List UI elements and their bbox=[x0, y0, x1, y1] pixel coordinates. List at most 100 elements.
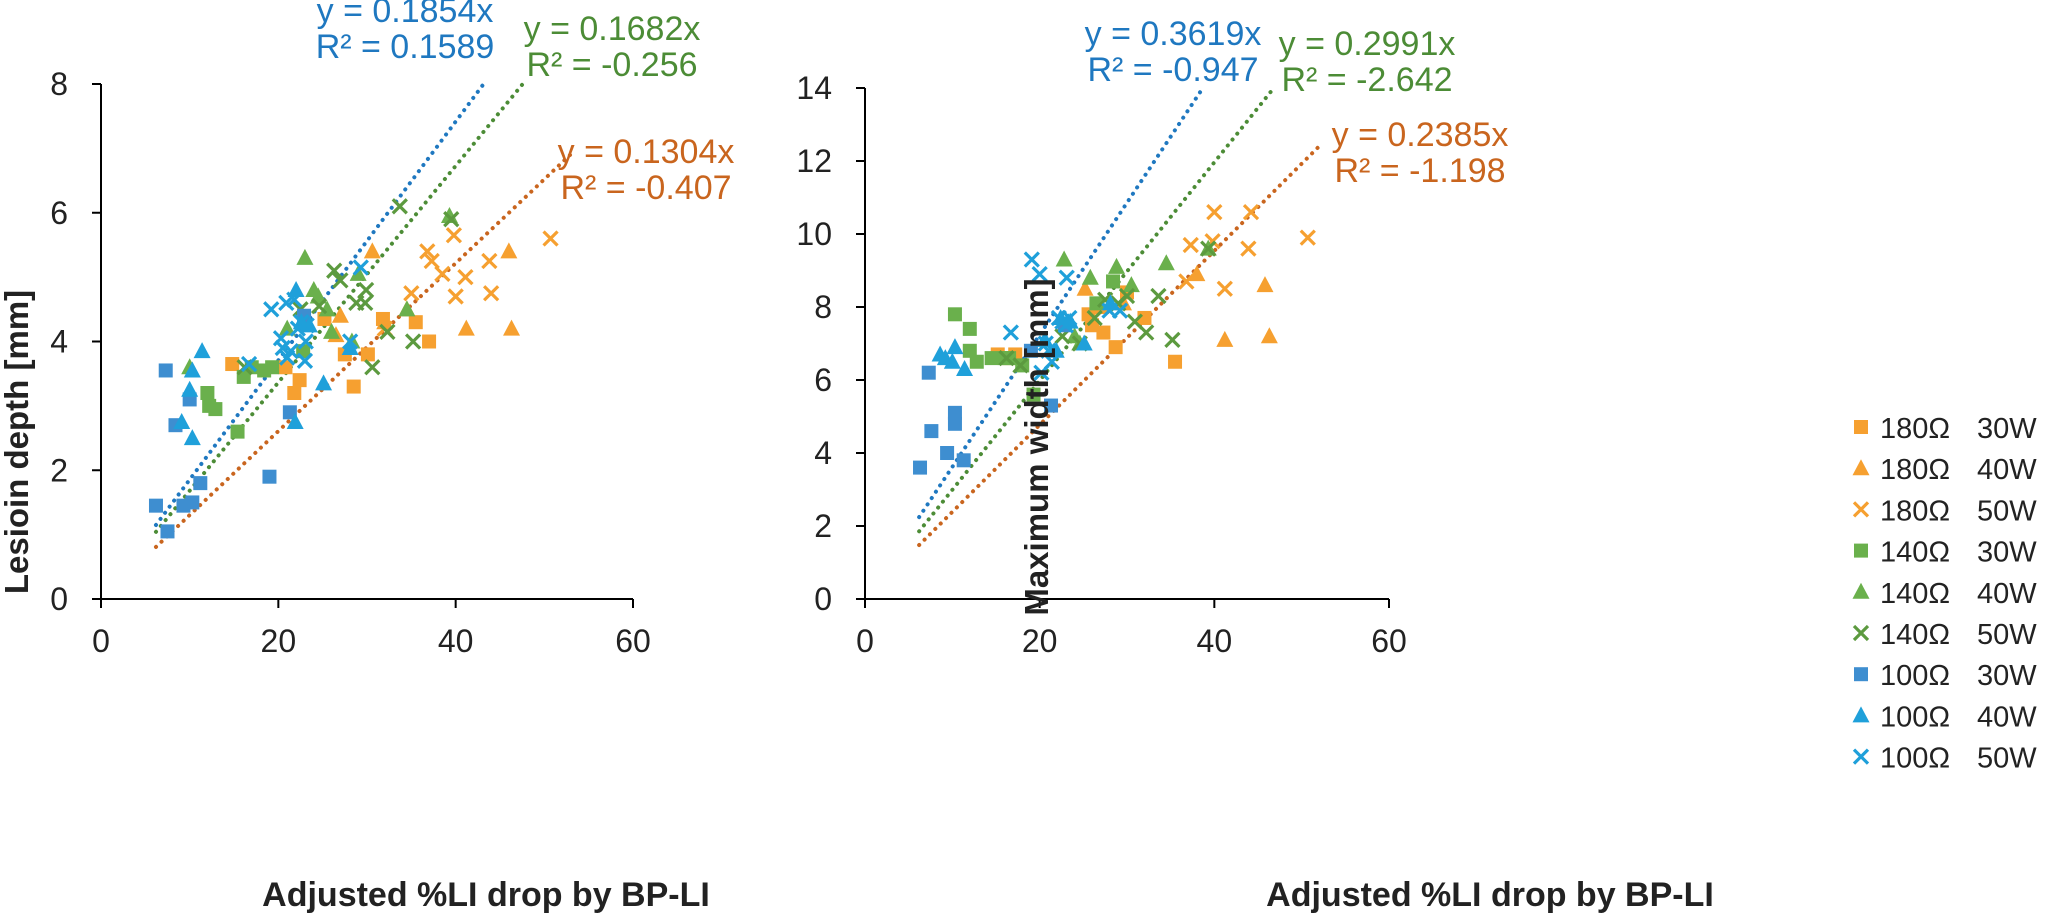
right-data-points bbox=[913, 203, 1316, 475]
legend-marker bbox=[1852, 706, 1870, 723]
left-data-point bbox=[181, 380, 199, 397]
left-data-point bbox=[183, 429, 201, 446]
left-data-point bbox=[262, 469, 277, 484]
left-data-point bbox=[185, 495, 200, 510]
right-data-point bbox=[1122, 276, 1140, 293]
right-x-tick-label: 0 bbox=[856, 623, 874, 659]
right-data-point bbox=[1150, 287, 1167, 305]
legend-group-label: 140Ω bbox=[1880, 578, 1950, 610]
left-data-point bbox=[282, 405, 297, 420]
legend-group-label: 100Ω bbox=[1880, 743, 1950, 775]
left-data-point bbox=[445, 227, 463, 244]
legend-marker bbox=[1854, 543, 1868, 558]
right-trendline-equation: y = 0.2991x bbox=[1279, 25, 1456, 63]
legend-power-label: 30W bbox=[1977, 413, 2037, 445]
left-data-point bbox=[408, 315, 423, 330]
left-data-point bbox=[342, 333, 359, 350]
right-data-point bbox=[1085, 318, 1100, 333]
right-data-point bbox=[1206, 203, 1223, 221]
left-x-tick-label: 0 bbox=[92, 623, 110, 659]
right-data-point bbox=[1061, 309, 1078, 327]
left-data-point bbox=[352, 259, 369, 276]
left-y-axis-label: Lesioin depth [mm] bbox=[0, 290, 35, 594]
right-data-point bbox=[1081, 268, 1099, 285]
left-trendline-r2: R² = -0.256 bbox=[526, 46, 697, 84]
right-x-tick-label: 40 bbox=[1197, 623, 1233, 659]
right-data-point bbox=[1108, 257, 1126, 274]
right-data-point bbox=[1106, 274, 1121, 289]
right-data-point bbox=[1002, 351, 1017, 366]
left-data-point bbox=[286, 412, 304, 429]
left-y-tick-label: 4 bbox=[50, 324, 68, 360]
right-data-point bbox=[1108, 340, 1123, 355]
legend-group-label: 100Ω bbox=[1880, 701, 1950, 733]
right-data-point bbox=[921, 365, 936, 380]
legend-power-label: 50W bbox=[1977, 619, 2037, 651]
right-y-tick-label: 4 bbox=[814, 435, 832, 471]
left-data-point bbox=[158, 363, 173, 378]
right-data-point bbox=[924, 424, 939, 439]
left-data-point bbox=[363, 242, 381, 259]
right-x-axis-label: Adjusted %LI drop by BP-LI bbox=[1266, 876, 1714, 914]
right-data-point bbox=[1023, 251, 1040, 268]
left-data-point bbox=[457, 319, 475, 336]
legend-power-label: 50W bbox=[1977, 495, 2037, 527]
right-data-point bbox=[1118, 287, 1136, 305]
left-data-point bbox=[208, 402, 223, 417]
right-trendline-r2: R² = -2.642 bbox=[1281, 61, 1452, 99]
left-data-point bbox=[315, 374, 333, 391]
left-data-point bbox=[297, 333, 314, 350]
left-data-point bbox=[278, 319, 296, 336]
right-data-point bbox=[1058, 269, 1075, 286]
left-data-point bbox=[265, 360, 280, 375]
right-data-point bbox=[956, 360, 974, 377]
left-data-point bbox=[160, 524, 175, 539]
right-y-tick-label: 2 bbox=[814, 508, 832, 544]
right-data-point bbox=[1086, 309, 1103, 327]
left-x-tick-label: 60 bbox=[615, 623, 651, 659]
right-data-point bbox=[956, 453, 971, 468]
right-tick-labels: 0 2 4 6 8 10 12 14 0 20 40 60 bbox=[796, 70, 1406, 659]
left-data-points bbox=[148, 198, 559, 539]
left-data-point bbox=[292, 373, 307, 388]
legend-power-label: 40W bbox=[1977, 578, 2037, 610]
left-data-point bbox=[225, 357, 240, 372]
left-data-point bbox=[183, 361, 201, 378]
right-data-point bbox=[1043, 353, 1061, 370]
right-data-point bbox=[1168, 354, 1183, 369]
right-data-point bbox=[1240, 240, 1257, 257]
right-trendline-equation: y = 0.2385x bbox=[1332, 116, 1509, 154]
left-data-point bbox=[331, 306, 349, 323]
left-y-tick-label: 0 bbox=[50, 581, 68, 617]
left-data-point bbox=[193, 476, 208, 491]
right-data-point bbox=[1200, 240, 1217, 257]
left-x-tick-label: 40 bbox=[438, 623, 474, 659]
left-data-point bbox=[332, 272, 349, 289]
right-data-point bbox=[947, 416, 962, 431]
left-data-point bbox=[422, 334, 437, 349]
left-data-point bbox=[483, 285, 500, 302]
right-y-tick-label: 14 bbox=[796, 70, 832, 106]
left-data-point bbox=[326, 262, 343, 279]
right-trendlines bbox=[917, 85, 1325, 548]
left-data-point bbox=[296, 352, 314, 369]
right-y-tick-label: 10 bbox=[796, 216, 832, 252]
legend-group-label: 100Ω bbox=[1880, 660, 1950, 692]
left-trendline-r2: R² = 0.1589 bbox=[316, 28, 495, 66]
legend-power-label: 30W bbox=[1977, 660, 2037, 692]
left-trendlines bbox=[153, 81, 573, 549]
right-data-point bbox=[1081, 307, 1096, 322]
right-data-point bbox=[1026, 387, 1041, 402]
right-y-tick-label: 0 bbox=[814, 581, 832, 617]
left-data-point bbox=[403, 285, 420, 302]
left-data-point bbox=[419, 243, 436, 260]
legend-marker bbox=[1852, 501, 1870, 518]
legend-marker bbox=[1852, 459, 1870, 476]
right-data-point bbox=[1076, 279, 1094, 296]
right-data-point bbox=[1157, 254, 1175, 271]
left-data-point bbox=[240, 355, 258, 373]
